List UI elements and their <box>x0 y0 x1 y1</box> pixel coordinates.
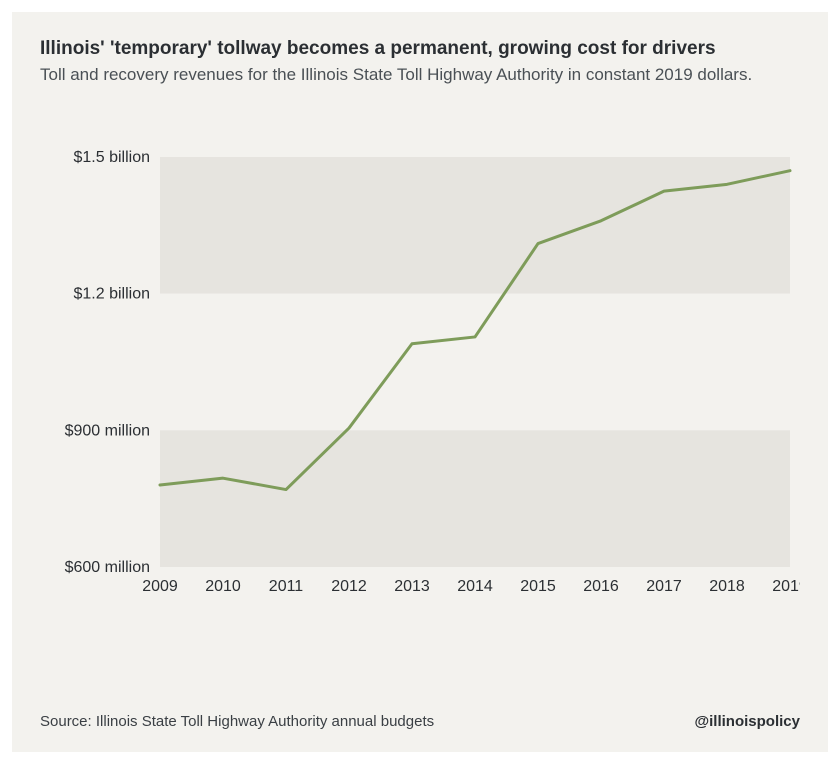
svg-text:$1.5 billion: $1.5 billion <box>74 149 151 166</box>
svg-text:2014: 2014 <box>457 578 493 595</box>
svg-text:2019: 2019 <box>772 578 800 595</box>
svg-text:$900 million: $900 million <box>65 422 150 439</box>
chart-card: Illinois' 'temporary' tollway becomes a … <box>12 12 828 752</box>
source-text: Source: Illinois State Toll Highway Auth… <box>40 713 434 730</box>
svg-text:2016: 2016 <box>583 578 619 595</box>
svg-text:2011: 2011 <box>269 578 304 595</box>
chart-subtitle: Toll and recovery revenues for the Illin… <box>40 64 800 87</box>
svg-text:2015: 2015 <box>520 578 556 595</box>
svg-text:$1.2 billion: $1.2 billion <box>74 285 151 302</box>
svg-text:2012: 2012 <box>331 578 367 595</box>
line-chart: $600 million $900 million $1.2 billion $1.5… <box>40 147 800 617</box>
svg-text:$600 million: $600 million <box>65 559 150 576</box>
svg-text:2017: 2017 <box>646 578 682 595</box>
svg-text:2013: 2013 <box>394 578 430 595</box>
chart-area: $600 million $900 million $1.2 billion $1.5… <box>40 147 800 617</box>
svg-text:2010: 2010 <box>205 578 241 595</box>
chart-title: Illinois' 'temporary' tollway becomes a … <box>40 36 800 62</box>
svg-text:2009: 2009 <box>142 578 178 595</box>
svg-text:2018: 2018 <box>709 578 745 595</box>
chart-footer: Source: Illinois State Toll Highway Auth… <box>40 713 800 730</box>
attribution-handle: @illinoispolicy <box>695 713 800 730</box>
